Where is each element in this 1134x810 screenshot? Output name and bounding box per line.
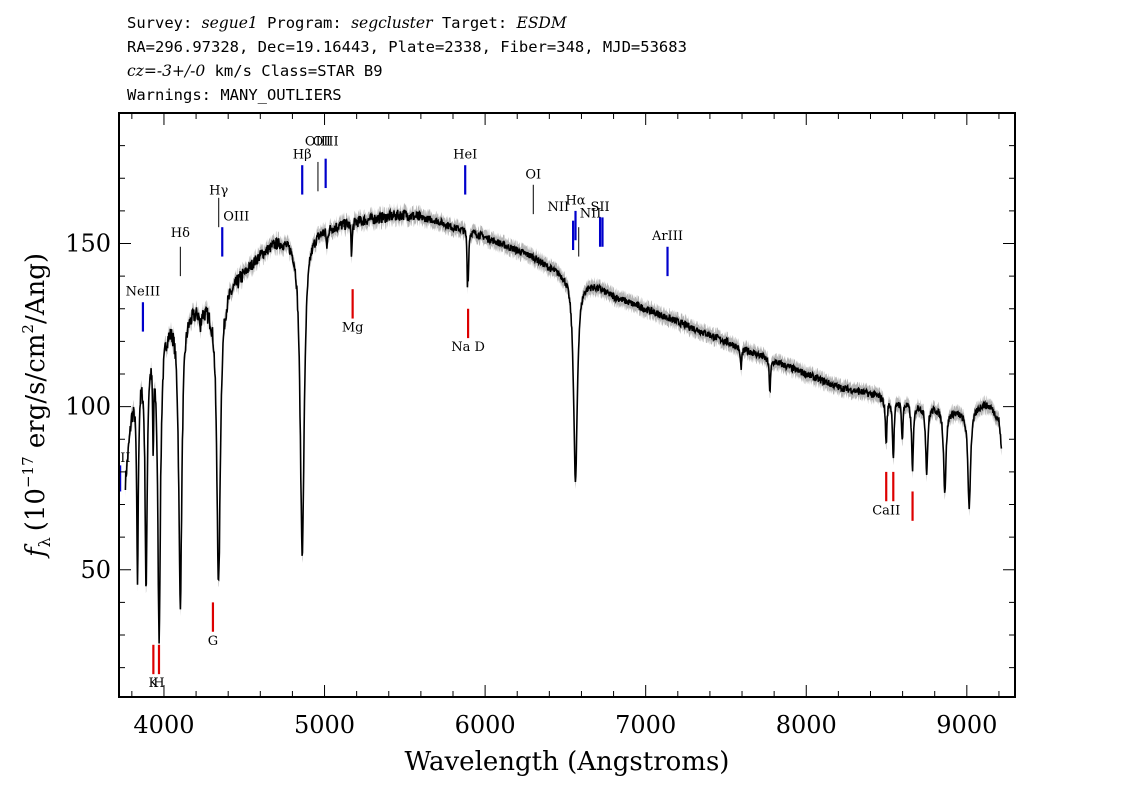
header-line-redshift: cz=-3+/-0 km/s Class=STAR B9 [127, 60, 383, 82]
axis-ticks: 4000 5000 6000 7000 8000 9000 50 100 150 [65, 113, 1015, 739]
x-tick-label: 7000 [615, 711, 676, 739]
x-tick-label: 9000 [936, 711, 997, 739]
survey-label: Survey: [127, 14, 202, 32]
target-value: ESDM [516, 14, 567, 32]
redshift-value: cz=-3+/-0 [127, 62, 206, 80]
marker-label-sii: SII [590, 200, 609, 215]
plot-frame [118, 112, 1016, 698]
marker-label-k: K [149, 676, 159, 691]
marker-label-oii: OII [110, 451, 131, 466]
marker-label-oi: OI [525, 167, 541, 182]
survey-value: segue1 [201, 14, 258, 32]
marker-label-g: G [208, 634, 218, 649]
x-tick-label: 5000 [294, 711, 355, 739]
marker-label-na-d: Na D [451, 340, 485, 355]
marker-label-hα: Hα [565, 193, 585, 208]
spectrum-layer [124, 207, 1003, 644]
header-line-coordinates: RA=296.97328, Dec=19.16443, Plate=2338, … [127, 38, 687, 56]
target-label: Target: [432, 14, 517, 32]
y-tick-label: 150 [65, 230, 111, 258]
y-tick-label: 50 [80, 556, 111, 584]
x-axis-title: Wavelength (Angstroms) [405, 747, 730, 777]
header-line-survey: Survey: segue1 Program: segcluster Targe… [127, 12, 567, 34]
marker-label-hβ: Hβ [293, 148, 312, 163]
class-value: km/s Class=STAR B9 [205, 62, 383, 80]
marker-label-hei: HeI [453, 148, 477, 163]
y-axis-title: fλ(10−17 erg/s/cm2/Ang) [19, 253, 54, 559]
marker-label-hγ: Hγ [209, 184, 228, 199]
marker-label-ariii: ArIII [651, 229, 683, 244]
x-tick-label: 8000 [776, 711, 837, 739]
y-tick-label: 100 [65, 393, 111, 421]
line-marker-layer: OIINeIIIHδHγOIIIHβOIIIOIIIHeIOINIIHαNIIS… [110, 135, 914, 691]
marker-label-nii: NII [547, 200, 569, 215]
program-label: Program: [257, 14, 352, 32]
marker-label-neiii: NeIII [126, 285, 160, 300]
error-band [125, 202, 1002, 651]
spectrum-line [124, 207, 1003, 644]
marker-label-nii: NII [580, 206, 602, 221]
x-tick-label: 4000 [133, 711, 194, 739]
marker-label-oiii: OIII [223, 210, 249, 225]
program-value: segcluster [351, 14, 433, 32]
error-band-layer [125, 202, 1002, 651]
x-tick-label: 6000 [455, 711, 516, 739]
marker-label-oiii: OIII [305, 135, 331, 150]
header-line-warnings: Warnings: MANY_OUTLIERS [127, 86, 342, 104]
marker-label-caii: CaII [872, 503, 900, 518]
marker-label-mg: Mg [342, 321, 364, 336]
marker-label-oiii: OIII [313, 135, 339, 150]
marker-label-h: H [153, 676, 164, 691]
marker-label-hδ: Hδ [171, 226, 190, 241]
